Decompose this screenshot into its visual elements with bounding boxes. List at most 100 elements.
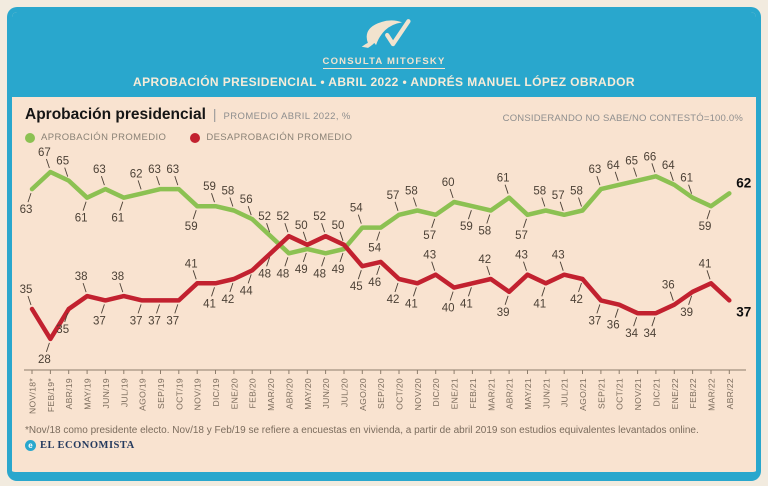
svg-text:ABR/19: ABR/19	[64, 378, 74, 409]
svg-text:59: 59	[203, 181, 216, 193]
svg-text:42: 42	[570, 294, 583, 306]
svg-text:63: 63	[589, 164, 602, 176]
svg-text:36: 36	[662, 280, 675, 292]
svg-text:ENE/20: ENE/20	[229, 378, 239, 409]
svg-text:62: 62	[736, 175, 751, 190]
legend: APROBACIÓN PROMEDIO DESAPROBACIÓN PROMED…	[12, 124, 756, 143]
svg-text:SEP/20: SEP/20	[376, 378, 386, 409]
svg-text:52: 52	[313, 211, 326, 223]
svg-text:41: 41	[405, 298, 418, 310]
title-separator: |	[212, 106, 217, 122]
svg-text:65: 65	[625, 156, 638, 168]
svg-text:57: 57	[387, 190, 400, 202]
svg-text:SEP/21: SEP/21	[596, 378, 606, 409]
svg-text:56: 56	[240, 194, 253, 206]
svg-text:NOV/18*: NOV/18*	[28, 378, 38, 414]
svg-text:39: 39	[497, 307, 510, 319]
svg-text:41: 41	[203, 298, 216, 310]
el-economista-icon: e	[25, 440, 36, 451]
svg-text:AGO/19: AGO/19	[138, 378, 148, 411]
svg-text:JUN/21: JUN/21	[541, 378, 551, 408]
svg-text:SEP/19: SEP/19	[156, 378, 166, 409]
svg-text:ABR/22: ABR/22	[725, 378, 735, 409]
svg-text:45: 45	[350, 281, 363, 293]
svg-text:JUL/21: JUL/21	[560, 378, 570, 407]
svg-text:58: 58	[533, 186, 546, 198]
svg-text:ENE/21: ENE/21	[450, 378, 460, 409]
svg-text:37: 37	[589, 315, 602, 327]
chart-subtitle: PROMEDIO ABRIL 2022, %	[223, 111, 351, 122]
svg-text:48: 48	[313, 268, 326, 280]
svg-text:37: 37	[736, 304, 751, 319]
svg-text:57: 57	[515, 230, 528, 242]
logo-wordmark: CONSULTA MITOFSKY	[322, 56, 446, 69]
svg-text:52: 52	[277, 211, 290, 223]
chart-title-group: Aprobación presidencial | PROMEDIO ABRIL…	[25, 106, 351, 124]
svg-text:39: 39	[680, 307, 693, 319]
svg-text:43: 43	[423, 250, 436, 262]
svg-text:61: 61	[497, 173, 510, 185]
svg-text:63: 63	[93, 164, 106, 176]
svg-text:NOV/19: NOV/19	[193, 378, 203, 410]
svg-text:62: 62	[130, 168, 143, 180]
svg-text:49: 49	[295, 264, 308, 276]
svg-text:FEB/21: FEB/21	[468, 378, 478, 408]
svg-text:37: 37	[93, 315, 106, 327]
svg-text:38: 38	[111, 271, 124, 283]
legend-item-approve: APROBACIÓN PROMEDIO	[25, 132, 166, 143]
chart-header: Aprobación presidencial | PROMEDIO ABRIL…	[12, 97, 756, 124]
svg-text:35: 35	[56, 324, 69, 336]
consulta-mitofsky-bird-logo-icon	[361, 19, 411, 48]
svg-text:37: 37	[130, 315, 143, 327]
svg-text:42: 42	[387, 294, 400, 306]
svg-text:59: 59	[185, 221, 198, 233]
svg-text:65: 65	[56, 156, 69, 168]
svg-text:57: 57	[552, 190, 565, 202]
svg-text:JUN/20: JUN/20	[321, 378, 331, 408]
svg-text:DIC/19: DIC/19	[211, 378, 221, 407]
svg-text:34: 34	[644, 328, 657, 340]
svg-text:AGO/20: AGO/20	[358, 378, 368, 411]
report-title: APROBACIÓN PRESIDENCIAL • ABRIL 2022 • A…	[133, 75, 635, 89]
svg-text:41: 41	[699, 258, 712, 270]
svg-text:58: 58	[570, 186, 583, 198]
svg-text:FEB/20: FEB/20	[248, 378, 258, 408]
legend-dot-approve-icon	[25, 132, 35, 143]
svg-text:MAR/22: MAR/22	[707, 378, 717, 411]
legend-item-disapprove: DESAPROBACIÓN PROMEDIO	[190, 132, 352, 143]
svg-text:OCT/19: OCT/19	[174, 378, 184, 410]
svg-text:37: 37	[148, 315, 161, 327]
svg-text:28: 28	[38, 354, 51, 366]
svg-text:ENE/22: ENE/22	[670, 378, 680, 409]
report-frame: CONSULTA MITOFSKY APROBACIÓN PRESIDENCIA…	[7, 7, 761, 481]
legend-dot-disapprove-icon	[190, 132, 201, 143]
svg-text:54: 54	[368, 243, 381, 255]
svg-text:43: 43	[552, 250, 565, 262]
svg-text:FEB/22: FEB/22	[688, 378, 698, 408]
attribution: e EL ECONOMISTA	[12, 436, 756, 455]
svg-text:61: 61	[111, 213, 124, 225]
svg-text:60: 60	[442, 177, 455, 189]
svg-text:66: 66	[644, 151, 657, 163]
svg-text:41: 41	[533, 298, 546, 310]
svg-text:61: 61	[75, 213, 88, 225]
svg-text:63: 63	[148, 164, 161, 176]
svg-text:42: 42	[222, 294, 235, 306]
svg-text:61: 61	[680, 173, 693, 185]
svg-text:67: 67	[38, 147, 51, 159]
svg-text:41: 41	[460, 298, 473, 310]
approval-trend-chart: NOV/18* FEB/19* ABR/19 MAY/19 JUN/19 JUL/19 AG…	[20, 147, 752, 414]
svg-text:58: 58	[478, 226, 491, 238]
svg-text:ABR/21: ABR/21	[505, 378, 515, 409]
svg-text:37: 37	[166, 315, 179, 327]
svg-text:MAR/21: MAR/21	[486, 378, 496, 411]
svg-text:54: 54	[350, 203, 363, 215]
svg-text:46: 46	[368, 277, 381, 289]
svg-text:59: 59	[699, 221, 712, 233]
methodology-note: CONSIDERANDO NO SABE/NO CONTESTÓ=100.0%	[502, 113, 743, 124]
svg-text:52: 52	[258, 211, 271, 223]
chart-title: Aprobación presidencial	[25, 106, 206, 123]
svg-text:ABR/20: ABR/20	[284, 378, 294, 409]
svg-text:64: 64	[607, 160, 620, 172]
